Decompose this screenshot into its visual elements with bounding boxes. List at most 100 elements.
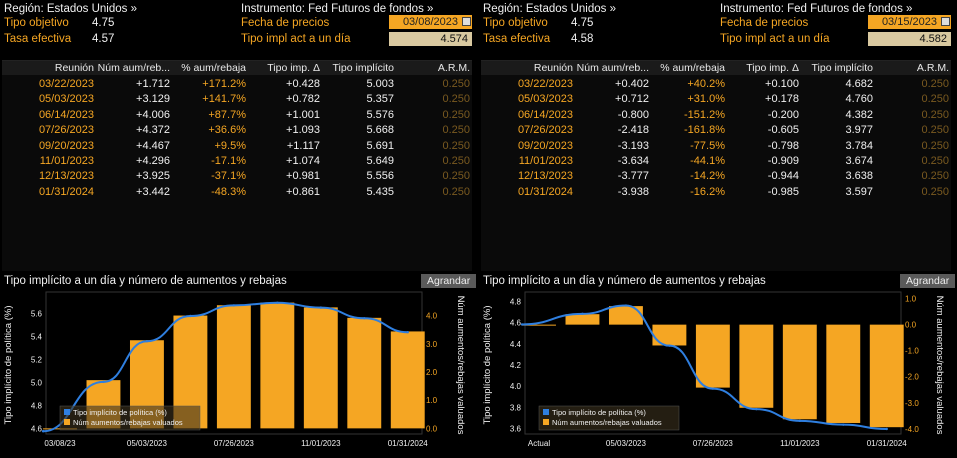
column-header[interactable]: Tipo imp. Δ <box>746 62 799 74</box>
calendar-icon[interactable] <box>462 17 471 26</box>
arm-value: 0.250 <box>921 78 949 90</box>
y-tick-label: 4.6 <box>510 319 522 328</box>
table-row[interactable]: 03/22/2023 +0.402 +40.2% +0.100 4.682 0.250 <box>481 78 951 93</box>
hikes-cuts-count: +1.712 <box>136 78 170 90</box>
region-selector[interactable]: Región: Estados Unidos » <box>483 3 616 15</box>
column-header[interactable]: Reunión <box>54 62 94 74</box>
implied-rate-delta: +0.178 <box>765 93 799 106</box>
arm-value: 0.250 <box>921 185 949 198</box>
implied-rate-delta: +1.074 <box>286 155 320 167</box>
expand-button[interactable]: Agrandar <box>900 274 956 288</box>
y-tick-label: 5.6 <box>31 309 43 318</box>
implied-rate-delta: -0.200 <box>767 108 799 121</box>
implied-rate-delta: +1.117 <box>286 139 320 152</box>
meeting-date: 05/03/2023 <box>38 93 94 106</box>
y-tick-label: 4.8 <box>510 297 522 306</box>
bar <box>739 324 774 408</box>
target-rate-value: 4.75 <box>571 17 594 29</box>
meeting-date: 12/13/2023 <box>38 170 94 183</box>
implied-rate: 3.977 <box>845 124 873 137</box>
column-header[interactable]: A.R.M. <box>437 62 470 74</box>
line-point <box>711 387 715 390</box>
hike-cut-percent: +31.0% <box>687 93 725 106</box>
hike-cut-percent: +87.7% <box>208 108 246 121</box>
bar <box>347 317 382 429</box>
meeting-date: 03/22/2023 <box>517 78 573 90</box>
hike-cut-percent: -44.1% <box>690 155 725 167</box>
line-point <box>520 323 524 326</box>
table-row[interactable]: 12/13/2023 +3.925 -37.1% +0.981 5.556 0.250 <box>2 170 472 185</box>
table-row[interactable]: 05/03/2023 +0.712 +31.0% +0.178 4.760 0.250 <box>481 93 951 108</box>
line-point <box>798 419 802 423</box>
column-header[interactable]: Tipo implícito <box>332 62 394 74</box>
column-header[interactable]: Núm aum/reb... <box>97 62 170 74</box>
column-header[interactable]: A.R.M. <box>916 62 949 74</box>
meeting-date: 09/20/2023 <box>38 139 94 152</box>
x-tick-label: 03/08/23 <box>44 439 76 448</box>
table-row[interactable]: 01/31/2024 +3.442 -48.3% +0.861 5.435 0.250 <box>2 186 472 201</box>
hike-cut-percent: -14.2% <box>690 170 725 183</box>
bar <box>565 314 600 325</box>
hikes-cuts-count: +4.372 <box>136 124 170 137</box>
table-row[interactable]: 07/26/2023 -2.418 -161.8% -0.605 3.977 0.250 <box>481 124 951 139</box>
meeting-date: 11/01/2023 <box>39 155 94 167</box>
table-row[interactable]: 11/01/2023 +4.296 -17.1% +1.074 5.649 0.250 <box>2 155 472 170</box>
y2-tick-label: 0.0 <box>426 424 438 433</box>
arm-value: 0.250 <box>921 170 949 183</box>
arm-value: 0.250 <box>442 185 470 198</box>
table-row[interactable]: 09/20/2023 +4.467 +9.5% +1.117 5.691 0.250 <box>2 140 472 155</box>
column-header[interactable]: Tipo implícito <box>811 62 873 74</box>
legend-swatch-bar <box>64 419 70 425</box>
meeting-date: 11/01/2023 <box>518 155 573 167</box>
table-row[interactable]: 01/31/2024 -3.938 -16.2% -0.985 3.597 0.250 <box>481 186 951 201</box>
effective-rate-value: 4.57 <box>92 33 115 45</box>
y2-tick-label: 0.0 <box>905 321 917 330</box>
implied-rate-delta: -0.798 <box>767 139 799 152</box>
price-date-field[interactable]: 03/08/2023 <box>389 15 472 29</box>
hikes-cuts-count: -3.938 <box>617 185 649 198</box>
arm-value: 0.250 <box>442 139 470 152</box>
column-header[interactable]: % aum/rebaja <box>181 62 246 74</box>
region-selector[interactable]: Región: Estados Unidos » <box>4 3 137 15</box>
implied-rate: 5.556 <box>366 170 394 183</box>
bar <box>260 302 295 429</box>
meeting-date: 01/31/2024 <box>38 185 94 198</box>
x-tick-label: 01/31/2024 <box>867 439 908 448</box>
implied-rate-delta: -0.985 <box>767 185 799 198</box>
implied-rate-delta: +0.782 <box>286 93 320 106</box>
implied-rate-value: 4.574 <box>389 32 472 46</box>
chart-title: Tipo implícito a un día y número de aume… <box>4 275 287 287</box>
table-row[interactable]: 09/20/2023 -3.193 -77.5% -0.798 3.784 0.250 <box>481 140 951 155</box>
meeting-date: 03/22/2023 <box>38 78 94 90</box>
column-header[interactable]: Tipo imp. Δ <box>267 62 320 74</box>
y-tick-label: 5.4 <box>31 332 43 341</box>
instrument-selector[interactable]: Instrumento: Fed Futuros de fondos » <box>241 3 434 15</box>
table-row[interactable]: 07/26/2023 +4.372 +36.6% +1.093 5.668 0.250 <box>2 124 472 139</box>
implied-rate: 3.638 <box>845 170 873 183</box>
table-row[interactable]: 06/14/2023 +4.006 +87.7% +1.001 5.576 0.250 <box>2 109 472 124</box>
legend-swatch-line <box>64 409 70 415</box>
bar <box>608 306 643 325</box>
column-header[interactable]: Núm aum/reb... <box>576 62 649 74</box>
table-row[interactable]: 12/13/2023 -3.777 -14.2% -0.944 3.638 0.250 <box>481 170 951 185</box>
table-row[interactable]: 06/14/2023 -0.800 -151.2% -0.200 4.382 0.250 <box>481 109 951 124</box>
column-header[interactable]: % aum/rebaja <box>660 62 725 74</box>
effective-rate-label: Tasa efectiva <box>483 33 551 45</box>
y-tick-label: 4.2 <box>510 361 522 370</box>
expand-button[interactable]: Agrandar <box>421 274 477 288</box>
hike-cut-percent: -17.1% <box>211 155 246 167</box>
implied-rate: 3.597 <box>845 185 873 198</box>
table-row[interactable]: 03/22/2023 +1.712 +171.2% +0.428 5.003 0.250 <box>2 78 472 93</box>
table-row[interactable]: 05/03/2023 +3.129 +141.7% +0.782 5.357 0.250 <box>2 93 472 108</box>
table-row[interactable]: 11/01/2023 -3.634 -44.1% -0.909 3.674 0.250 <box>481 155 951 170</box>
calendar-icon[interactable] <box>941 17 950 26</box>
price-date-label: Fecha de precios <box>241 17 330 29</box>
implied-rate-label: Tipo impl act a un día <box>241 33 351 45</box>
arm-value: 0.250 <box>921 108 949 121</box>
instrument-selector[interactable]: Instrumento: Fed Futuros de fondos » <box>720 3 913 15</box>
column-header[interactable]: Reunión <box>533 62 573 74</box>
legend-box <box>538 405 680 431</box>
effective-rate-label: Tasa efectiva <box>4 33 72 45</box>
price-date-field[interactable]: 03/15/2023 <box>868 15 951 29</box>
line-point <box>363 317 366 320</box>
